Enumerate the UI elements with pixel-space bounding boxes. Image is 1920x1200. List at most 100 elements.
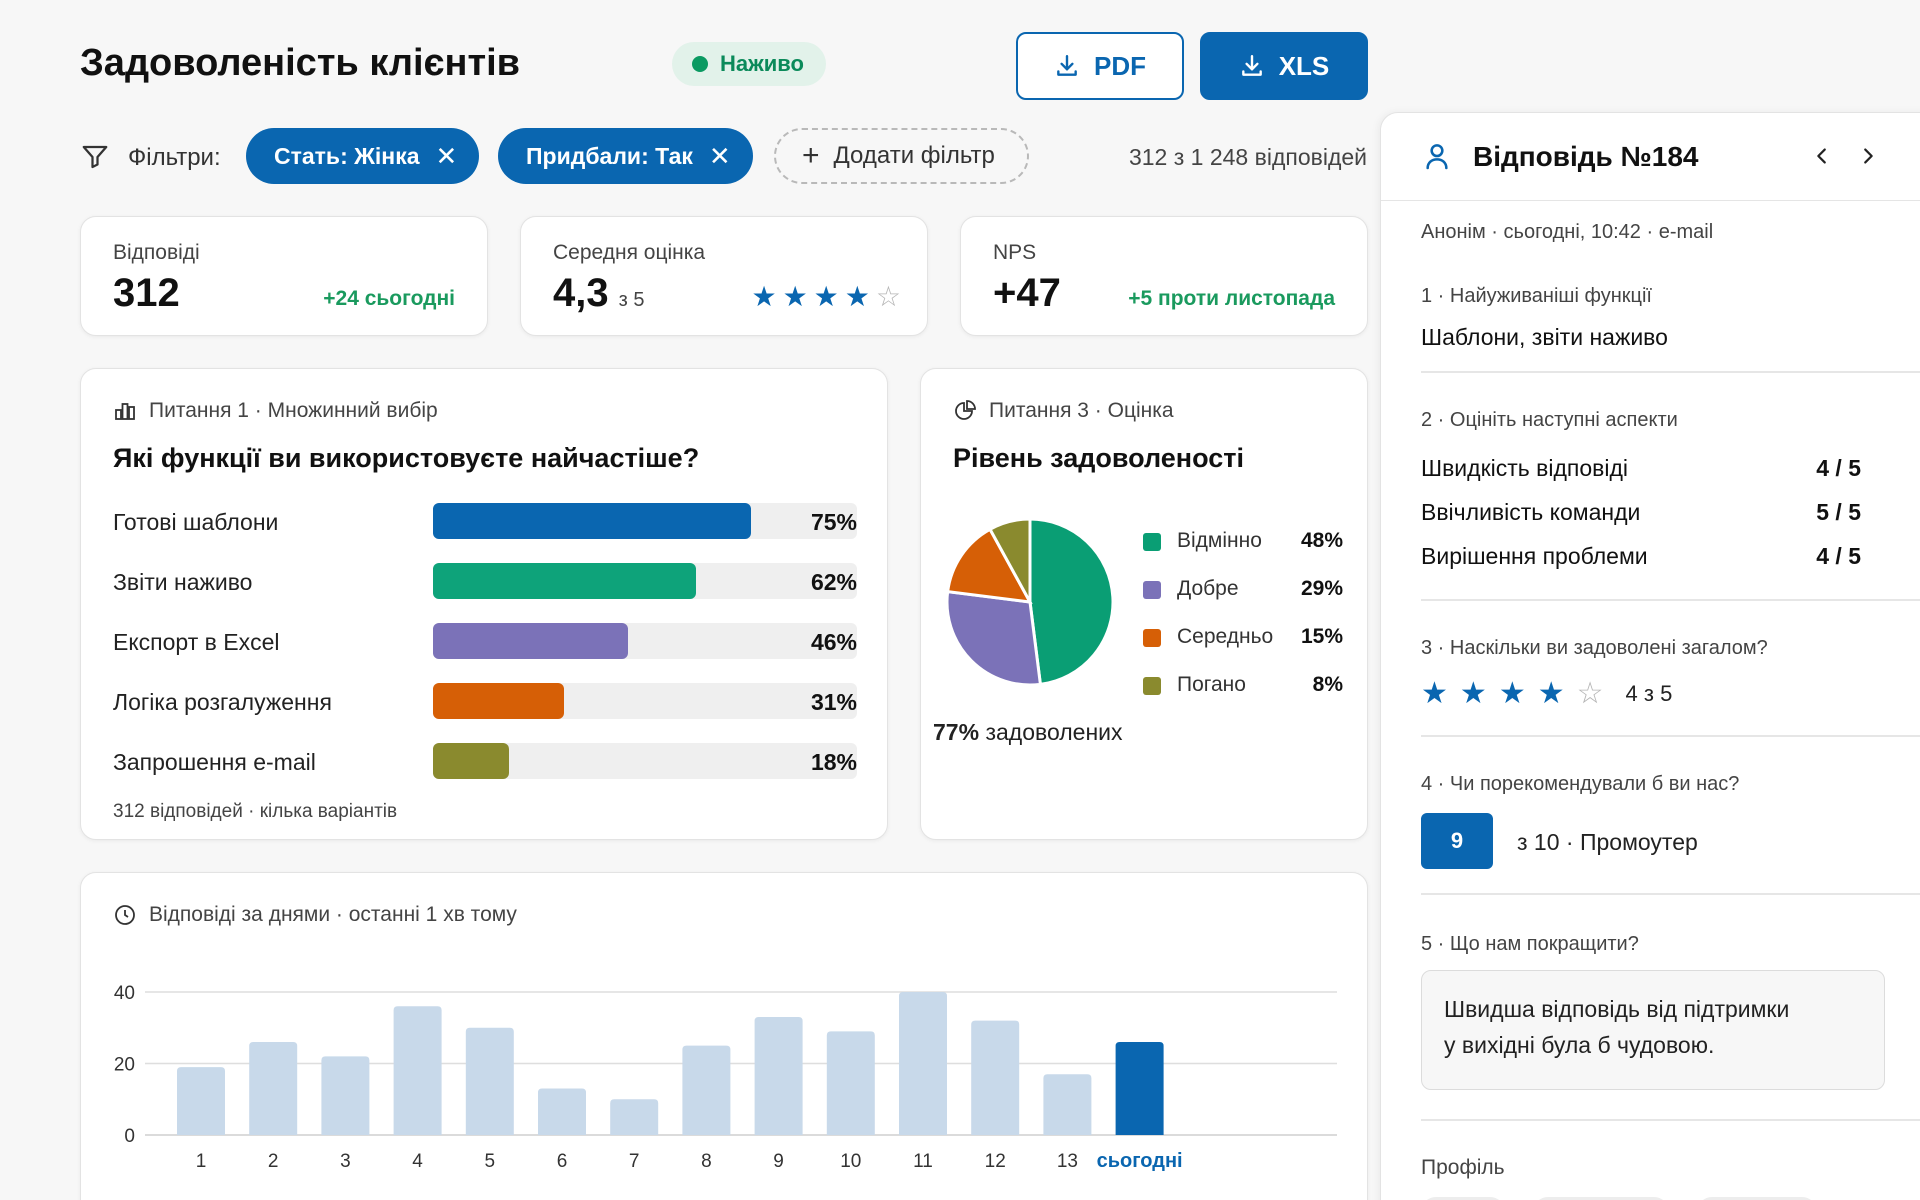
- x-tick-label: сьогодні: [1097, 1150, 1183, 1172]
- star-filled-icon: ★: [1498, 677, 1526, 710]
- filter-chip-purchased[interactable]: Придбали: Так ✕: [498, 128, 753, 184]
- question-3-kicker-text: Питання 3 · Оцінка: [989, 399, 1174, 422]
- answer-5-line: Швидша відповідь від підтримки: [1444, 996, 1790, 1022]
- aspect-score: 4 / 5: [1816, 543, 1861, 569]
- aspect-row: Вирішення проблеми 4 / 5: [1421, 543, 1861, 573]
- star-filled-icon: ★: [844, 281, 870, 312]
- day-bar: [610, 1099, 659, 1135]
- legend-label: Відмінно: [1177, 529, 1262, 552]
- aspect-row: Швидкість відповіді 4 / 5: [1421, 455, 1861, 485]
- divider: [1421, 599, 1920, 601]
- question-3-title: Рівень задоволеності: [953, 443, 1244, 473]
- pie-slice: [987, 517, 1032, 603]
- bar-track: [433, 743, 857, 779]
- aspect-name: Ввічливість команди: [1421, 499, 1641, 525]
- bar-chart-icon: [115, 403, 135, 420]
- chevron-left-icon: [1817, 148, 1826, 164]
- legend-value: 29%: [1300, 577, 1343, 600]
- bar-row: Готові шаблони 75%: [113, 503, 857, 541]
- aspect-score: 4 / 5: [1816, 455, 1861, 481]
- star-filled-icon: ★: [1459, 677, 1487, 710]
- answer-4-question: 4 · Чи порекомендували б ви нас?: [1421, 773, 1740, 795]
- question-3-kicker: Питання 3 · Оцінка: [953, 399, 1174, 423]
- bar-value-label: 18%: [810, 749, 857, 775]
- legend-label: Добре: [1177, 577, 1239, 600]
- bar-label: Готові шаблони: [113, 509, 279, 535]
- stat-value: 4,3 з 5: [553, 271, 644, 316]
- satisfied-text: задоволених: [985, 719, 1123, 745]
- response-meta: Анонім · сьогодні, 10:42 · e-mail: [1421, 221, 1714, 243]
- bar-row: Звіти наживо 62%: [113, 563, 857, 601]
- profile-label: Профіль: [1421, 1156, 1505, 1179]
- bar-fill: [433, 503, 751, 539]
- x-tick-label: 13: [1057, 1151, 1078, 1172]
- add-filter-label: Додати фільтр: [833, 142, 995, 169]
- filter-chip-gender[interactable]: Стать: Жінка ✕: [246, 128, 480, 184]
- answer-5-question: 5 · Що нам покращити?: [1421, 933, 1639, 955]
- bar-value-label: 46%: [810, 629, 857, 655]
- answer-3-rating: ★ ★ ★ ★ ☆ 4 з 5: [1421, 679, 1672, 709]
- question-1-title: Які функції ви використовуєте найчастіше…: [113, 443, 700, 473]
- nps-score-badge: 9: [1421, 813, 1493, 869]
- next-response-button[interactable]: [1851, 139, 1885, 173]
- live-label: Наживо: [720, 51, 804, 76]
- filter-chip-label: Придбали: Так: [526, 142, 693, 169]
- stat-card-average-rating: Середня оцінка 4,3 з 5 ★ ★ ★ ★ ☆: [520, 216, 928, 336]
- remove-filter-icon[interactable]: ✕: [435, 141, 458, 171]
- day-bar: [754, 1017, 803, 1135]
- stat-value-number: 4,3: [553, 271, 609, 315]
- filter-chip-label: Стать: Жінка: [274, 142, 420, 169]
- legend-swatch: [1143, 629, 1161, 647]
- responses-by-day-card: Відповіді за днями · останні 1 хв тому 0…: [80, 872, 1368, 1200]
- question-1-card: Питання 1 · Множинний вибір Які функції …: [80, 368, 888, 840]
- x-tick-label: 11: [913, 1151, 933, 1172]
- stat-delta: +24 сьогодні: [323, 287, 455, 310]
- bar-fill: [433, 623, 629, 659]
- legend-item: Погано 8%: [1143, 671, 1343, 701]
- day-bar: [465, 1027, 514, 1135]
- bar-track: [433, 563, 857, 599]
- stat-value: +47: [993, 271, 1061, 315]
- legend-item: Добре 29%: [1143, 575, 1343, 605]
- previous-response-button[interactable]: [1805, 139, 1839, 173]
- y-tick-label: 20: [114, 1055, 135, 1076]
- add-filter-button[interactable]: + Додати фільтр: [774, 128, 1029, 184]
- question-3-card: Питання 3 · Оцінка Рівень задоволеності …: [920, 368, 1368, 840]
- satisfaction-pie-chart: [945, 517, 1115, 687]
- rating-stars: ★ ★ ★ ★ ☆: [751, 283, 901, 311]
- aspect-score: 5 / 5: [1816, 499, 1861, 525]
- export-xls-button[interactable]: XLS: [1200, 32, 1368, 100]
- legend-label: Погано: [1177, 673, 1246, 696]
- day-bar: [177, 1067, 225, 1135]
- filter-icon: [82, 145, 108, 169]
- stat-label: Середня оцінка: [553, 241, 706, 264]
- legend-label: Середньо: [1177, 625, 1274, 648]
- star-filled-icon: ★: [1421, 677, 1448, 710]
- day-bar: [1043, 1074, 1092, 1135]
- day-bar: [971, 1020, 1020, 1135]
- bar-row: Запрошення e-mail 18%: [113, 743, 857, 781]
- pie-chart-icon: [955, 400, 976, 420]
- legend-item: Відмінно 48%: [1143, 527, 1343, 557]
- stat-label: Відповіді: [113, 241, 200, 264]
- bar-fill: [433, 683, 565, 719]
- answer-2-question: 2 · Оцініть наступні аспекти: [1421, 409, 1678, 431]
- x-tick-label: 1: [196, 1151, 207, 1172]
- remove-filter-icon[interactable]: ✕: [708, 141, 731, 171]
- legend-swatch: [1143, 677, 1161, 695]
- x-tick-label: 4: [412, 1151, 423, 1172]
- responses-count: 312 з 1 248 відповідей: [1128, 144, 1367, 170]
- bar-row: Експорт в Excel 46%: [113, 623, 857, 661]
- star-empty-icon: ☆: [1576, 677, 1604, 710]
- response-panel-header: Відповідь №184: [1381, 113, 1920, 201]
- x-tick-label: 5: [485, 1151, 496, 1172]
- bar-value-label: 31%: [810, 689, 857, 715]
- pie-slice: [945, 527, 1033, 604]
- answer-1-value: Шаблони, звіти наживо: [1421, 324, 1668, 350]
- export-pdf-button[interactable]: PDF: [1016, 32, 1184, 100]
- y-tick-label: 40: [114, 983, 135, 1004]
- answer-5-line: у вихідні була б чудовою.: [1444, 1032, 1715, 1058]
- stat-delta: +5 проти листопада: [1128, 287, 1335, 310]
- responses-by-day-kicker: Відповіді за днями · останні 1 хв тому: [113, 903, 517, 927]
